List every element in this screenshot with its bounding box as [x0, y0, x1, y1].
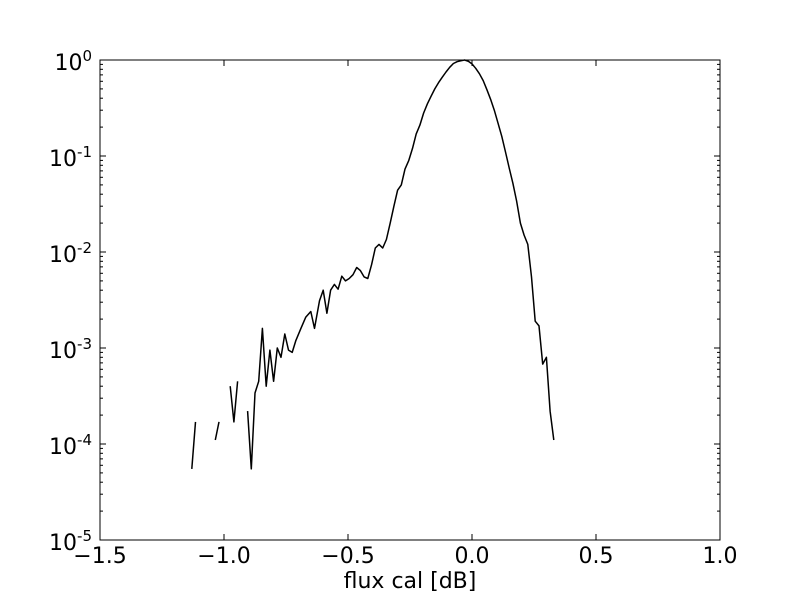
- y-tick-base: 10: [49, 531, 77, 556]
- tick-layer: −1.5 −1.0 −0.5 0.0 0.5 1.010-510-410-310-210-…: [49, 47, 737, 569]
- x-tick-label: −1.0: [197, 544, 250, 569]
- plot-area: [100, 60, 720, 540]
- y-tick-exponent: -1: [77, 143, 92, 161]
- x-tick-label: 1.0: [703, 544, 738, 569]
- series-line-segment: [214, 421, 220, 441]
- y-tick-label: 10-5: [49, 527, 92, 556]
- y-tick-base: 10: [54, 51, 82, 76]
- y-tick-base: 10: [49, 435, 77, 460]
- y-tick-base: 10: [49, 243, 77, 268]
- y-tick-label: 10-4: [49, 431, 92, 460]
- y-tick-exponent: -2: [77, 239, 92, 257]
- y-tick-exponent: 0: [82, 47, 92, 65]
- y-tick-base: 10: [49, 147, 77, 172]
- plot-frame: [99, 59, 721, 541]
- y-tick-label: 10-1: [49, 143, 92, 172]
- y-tick-label: 10-3: [49, 335, 92, 364]
- y-tick-label: 100: [54, 47, 92, 76]
- data-layer: [191, 59, 555, 470]
- series-line-segment: [191, 421, 197, 469]
- y-tick-exponent: -4: [77, 431, 92, 449]
- x-tick-label: 0.5: [579, 544, 614, 569]
- y-tick-exponent: -5: [77, 527, 92, 545]
- x-tick-label: −1.5: [73, 544, 126, 569]
- series-line-segment: [229, 381, 239, 423]
- y-tick-exponent: -3: [77, 335, 92, 353]
- y-tick-base: 10: [49, 339, 77, 364]
- x-axis-label: flux cal [dB]: [344, 569, 477, 594]
- y-tick-label: 10-2: [49, 239, 92, 268]
- x-tick-label: −0.5: [321, 544, 374, 569]
- series-line-segment: [246, 59, 555, 470]
- x-tick-label: 0.0: [455, 544, 490, 569]
